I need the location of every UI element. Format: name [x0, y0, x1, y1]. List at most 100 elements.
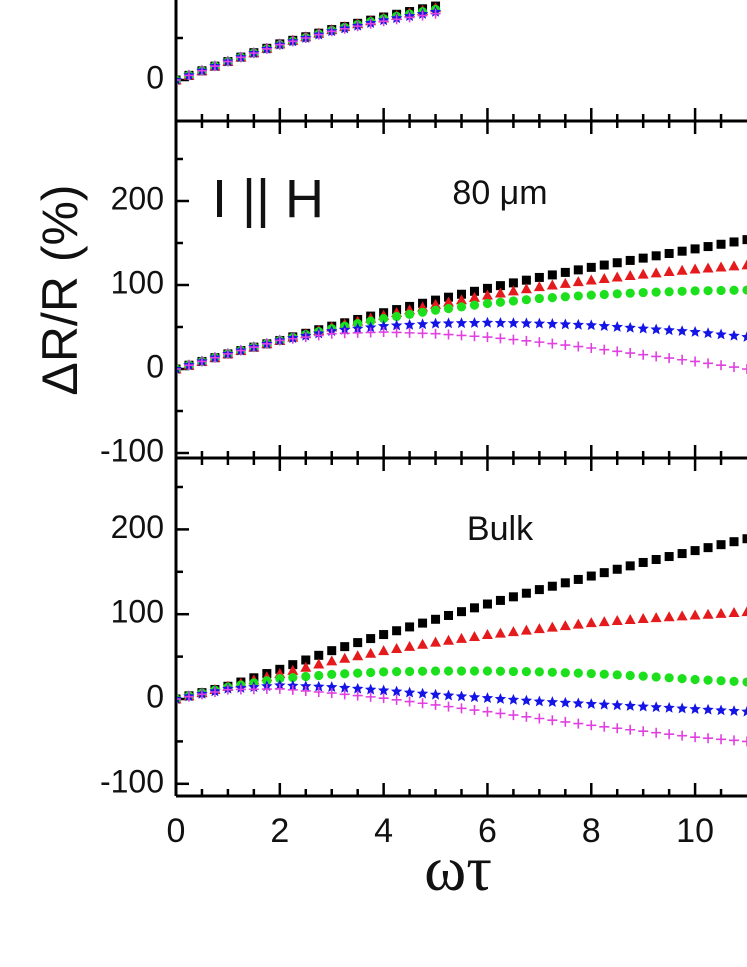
- data-point: [326, 328, 337, 339]
- data-point: [637, 322, 649, 334]
- data-point: [404, 666, 415, 677]
- data-point: [559, 696, 572, 708]
- data-point: [547, 338, 558, 349]
- data-point: [352, 327, 363, 338]
- data-point: [469, 300, 480, 310]
- data-point: [177, 698, 181, 700]
- series-2: [177, 606, 747, 704]
- data-point: [508, 592, 518, 602]
- data-point: [534, 337, 545, 348]
- data-point: [416, 318, 429, 330]
- data-point: [430, 298, 442, 309]
- data-point: [521, 275, 531, 285]
- data-point: [663, 611, 675, 622]
- data-point: [638, 349, 649, 360]
- data-point: [741, 331, 747, 342]
- data-point: [572, 276, 584, 287]
- data-point: [533, 317, 546, 329]
- data-point: [183, 70, 194, 81]
- data-point: [405, 622, 415, 632]
- data-point: [573, 718, 584, 729]
- data-point: [598, 320, 610, 332]
- data-point: [469, 603, 479, 613]
- data-point: [586, 290, 596, 300]
- data-point: [365, 18, 376, 29]
- data-point: [547, 293, 557, 303]
- x-tick-label: 6: [478, 812, 497, 850]
- data-point: [481, 629, 493, 640]
- data-point: [339, 328, 350, 339]
- y-tick-label: -100: [100, 432, 164, 468]
- data-point: [177, 695, 182, 704]
- data-point: [677, 674, 687, 684]
- data-point: [456, 703, 467, 714]
- data-point: [222, 348, 233, 359]
- data-point: [521, 335, 532, 346]
- y-axis-label: ΔR/R (%): [32, 184, 88, 395]
- data-point: [313, 680, 325, 692]
- data-point: [572, 618, 584, 629]
- data-point: [327, 646, 337, 656]
- data-point: [742, 235, 747, 245]
- y-tick-label: 100: [111, 594, 164, 630]
- data-point: [728, 329, 740, 341]
- data-point: [520, 694, 533, 706]
- data-point: [546, 621, 558, 632]
- data-point: [301, 671, 311, 682]
- data-point: [586, 262, 596, 272]
- data-point: [638, 671, 648, 681]
- data-point: [650, 267, 662, 278]
- data-point: [261, 338, 272, 349]
- data-point: [560, 716, 571, 727]
- data-point: [378, 16, 389, 27]
- x-tick-label: 10: [676, 812, 714, 850]
- series-group: [177, 534, 747, 747]
- data-point: [235, 684, 246, 695]
- data-point: [651, 727, 662, 738]
- data-point: [429, 317, 442, 329]
- y-tick-label: 200: [111, 509, 164, 545]
- data-point: [703, 733, 714, 744]
- data-point: [559, 277, 571, 288]
- data-point: [716, 676, 726, 686]
- data-point: [703, 358, 714, 369]
- data-point: [468, 630, 480, 641]
- data-point: [340, 669, 350, 679]
- data-point: [456, 632, 467, 643]
- data-point: [417, 666, 428, 676]
- x-tick-label: 2: [270, 812, 289, 850]
- data-point: [339, 652, 351, 663]
- data-point: [183, 691, 194, 702]
- data-point: [507, 693, 520, 705]
- data-point: [612, 564, 622, 574]
- series-5: [177, 8, 441, 81]
- data-point: [521, 667, 531, 677]
- data-point: [442, 689, 455, 701]
- data-point: [690, 674, 700, 685]
- series-group: [177, 1, 442, 85]
- data-point: [495, 281, 505, 291]
- data-point: [715, 704, 727, 716]
- data-point: [196, 356, 207, 367]
- data-point: [625, 288, 635, 298]
- data-point: [274, 39, 285, 50]
- data-point: [183, 360, 194, 371]
- data-point: [469, 705, 480, 716]
- data-point: [586, 571, 596, 581]
- data-point: [300, 680, 312, 692]
- data-point: [494, 287, 506, 298]
- data-point: [742, 736, 747, 747]
- data-point: [326, 681, 338, 692]
- data-point: [443, 303, 454, 314]
- y-tick-label: 0: [146, 348, 164, 384]
- data-point: [274, 335, 285, 346]
- data-point: [177, 368, 181, 370]
- data-point: [443, 329, 454, 340]
- data-point: [716, 285, 726, 296]
- data-point: [534, 293, 544, 304]
- data-point: [650, 701, 662, 713]
- data-point: [650, 323, 662, 335]
- data-point: [625, 348, 636, 359]
- data-point: [638, 253, 648, 263]
